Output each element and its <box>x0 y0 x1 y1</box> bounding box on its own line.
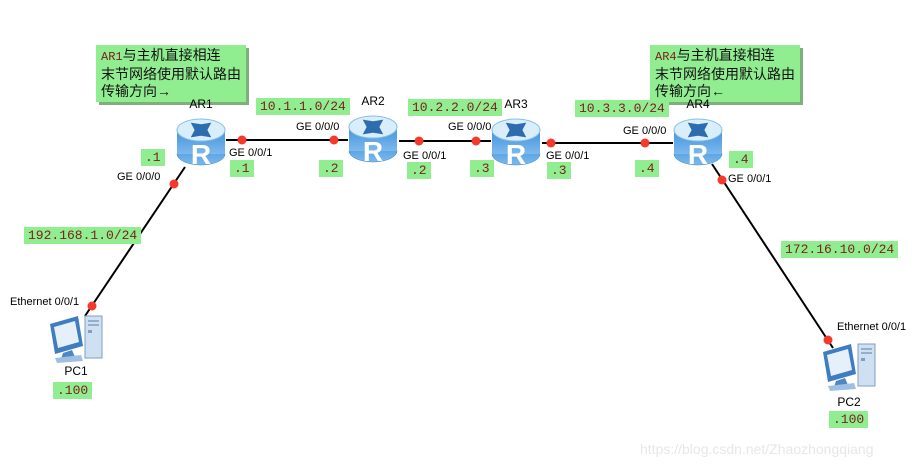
ip-ar2-ge000: .2 <box>319 160 343 177</box>
ip-ar3-ge001: .3 <box>547 162 571 179</box>
ip-ar4-ge001: .4 <box>729 151 753 168</box>
pc1-label: PC1 <box>64 364 88 378</box>
svg-text:R: R <box>506 139 526 168</box>
network-label-net23: 10.2.2.0/24 <box>408 99 502 116</box>
network-label-net34: 10.3.3.0/24 <box>575 100 669 117</box>
conn-dot-ar4-ge001 <box>717 175 727 185</box>
annotation-ar4-line3: 传输方向← <box>655 83 725 99</box>
annotation-ar4-device: AR4 <box>655 50 677 64</box>
pc1[interactable] <box>45 313 107 365</box>
conn-dot-ar1-ge001 <box>237 135 247 145</box>
iface-pc1-eth-label: Ethernet 0/0/1 <box>10 296 80 308</box>
router-icon: R <box>491 118 541 170</box>
watermark-text: https://blog.csdn.net/Zhaozhongqiang <box>640 441 874 457</box>
router-icon: R <box>348 115 398 167</box>
svg-text:R: R <box>688 139 708 168</box>
annotation-ar4: AR4与主机直接相连 末节网络使用默认路由 传输方向← <box>650 45 800 102</box>
annotation-ar1-device: AR1 <box>101 50 123 64</box>
router-ar3[interactable]: R <box>489 114 543 170</box>
conn-dot-ar1-ge000 <box>169 179 179 189</box>
network-label-net12: 10.1.1.0/24 <box>256 98 350 115</box>
svg-text:R: R <box>191 139 211 168</box>
conn-dot-ar2-ge001 <box>414 136 424 146</box>
ip-ar4-ge000: .4 <box>635 160 659 177</box>
conn-dot-ar3-ge001 <box>546 138 556 148</box>
ip-ar1-ge001: .1 <box>230 160 254 177</box>
iface-ar1-ge001-label: GE 0/0/1 <box>229 147 273 159</box>
annotation-ar4-line1: AR4与主机直接相连 <box>655 47 775 64</box>
router-label-ar2: AR2 <box>361 94 385 108</box>
annotation-ar1-line2: 末节网络使用默认路由 <box>101 66 241 82</box>
network-label-lan2: 172.16.10.0/24 <box>781 241 899 258</box>
iface-ar1-ge000-label: GE 0/0/0 <box>117 171 161 183</box>
conn-dot-ar4-ge000 <box>640 138 650 148</box>
svg-text:R: R <box>363 136 383 165</box>
iface-ar4-ge001-label: GE 0/0/1 <box>728 173 772 185</box>
router-ar4[interactable]: R <box>671 114 725 170</box>
annotation-ar1: AR1与主机直接相连 末节网络使用默认路由 传输方向→ <box>96 45 246 102</box>
conn-dot-pc2-eth <box>823 335 833 345</box>
conn-dot-ar3-ge000 <box>471 136 481 146</box>
ip-ar2-ge001: .2 <box>407 162 431 179</box>
router-ar2[interactable]: R <box>346 111 400 167</box>
router-label-ar1: AR1 <box>189 97 213 111</box>
pc-icon <box>50 315 103 363</box>
pc1-host-address: .100 <box>53 382 93 399</box>
annotation-ar4-line2: 末节网络使用默认路由 <box>655 66 795 82</box>
pc2[interactable] <box>818 341 880 393</box>
pc-icon <box>823 343 876 391</box>
iface-ar2-ge001-label: GE 0/0/1 <box>403 150 447 162</box>
annotation-ar1-line1: AR1与主机直接相连 <box>101 47 221 64</box>
router-label-ar4: AR4 <box>686 97 710 111</box>
pc2-label: PC2 <box>837 395 861 409</box>
network-label-lan1: 192.168.1.0/24 <box>24 227 142 244</box>
annotation-ar1-line3: 传输方向→ <box>101 83 171 99</box>
pc2-host-address: .100 <box>829 411 869 428</box>
iface-pc2-eth-label: Ethernet 0/0/1 <box>837 321 907 333</box>
ip-ar1-ge000: .1 <box>141 149 165 166</box>
router-icon: R <box>176 118 226 170</box>
ip-ar3-ge000: .3 <box>470 160 494 177</box>
link-ar4-pc2[interactable] <box>711 163 834 349</box>
conn-dot-pc1-eth <box>87 301 97 311</box>
router-ar1[interactable]: R <box>174 114 228 170</box>
conn-dot-ar2-ge000 <box>329 135 339 145</box>
iface-ar2-ge000-label: GE 0/0/0 <box>296 121 340 133</box>
iface-ar4-ge000-label: GE 0/0/0 <box>623 125 667 137</box>
router-label-ar3: AR3 <box>504 97 528 111</box>
iface-ar3-ge000-label: GE 0/0/0 <box>448 121 492 133</box>
router-icon: R <box>673 118 723 170</box>
iface-ar3-ge001-label: GE 0/0/1 <box>546 150 590 162</box>
